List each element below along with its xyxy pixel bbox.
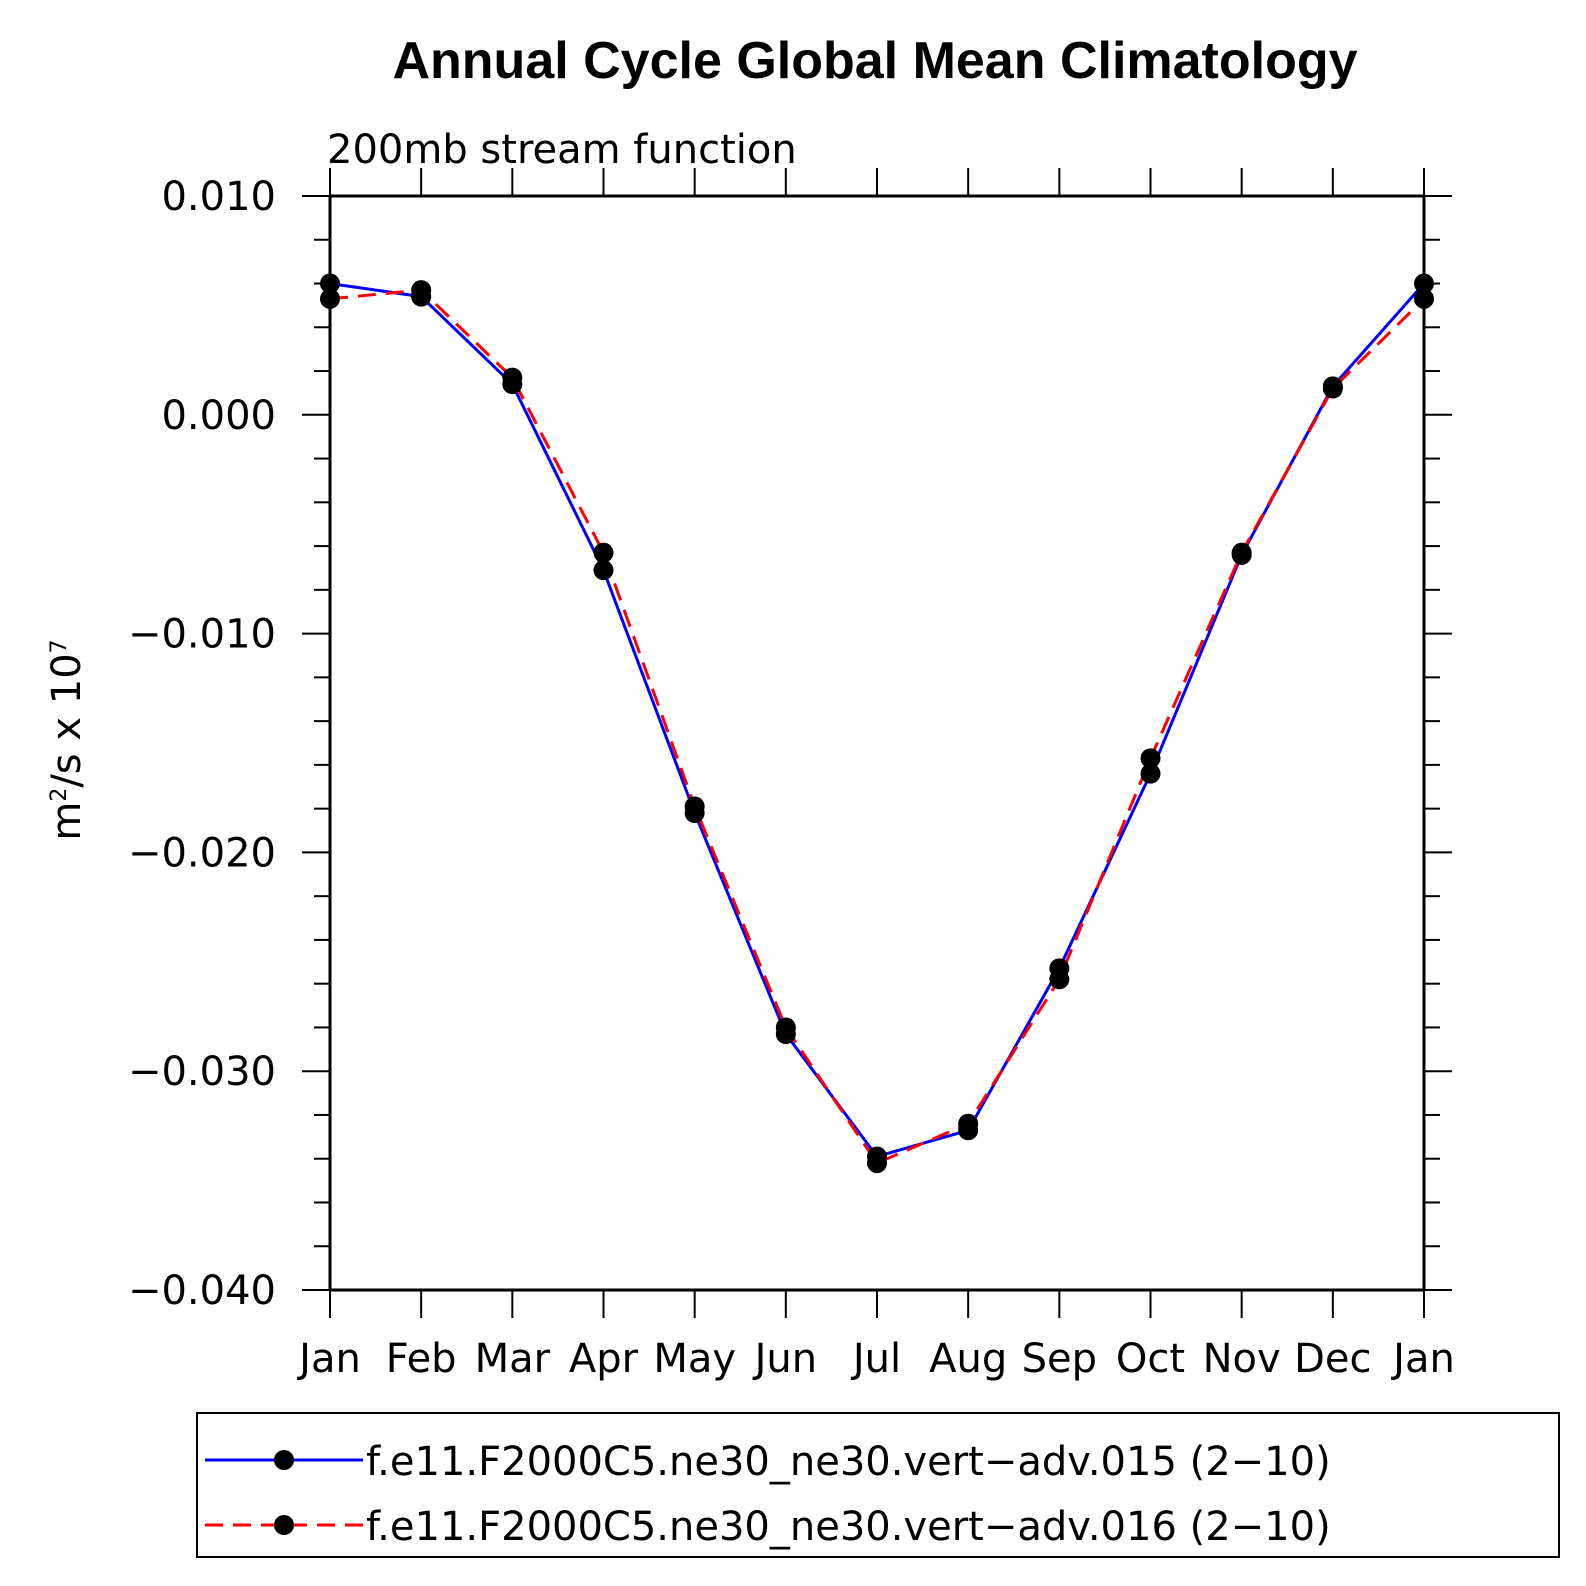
data-point-series-1 [1140,763,1161,784]
x-tick-label: Feb [386,1336,457,1382]
legend: f.e11.F2000C5.ne30_ne30.vert−adv.015 (2−… [196,1412,1560,1558]
x-tick-label: Dec [1294,1336,1371,1382]
x-tick-label: Aug [929,1336,1007,1382]
series-line-1 [329,282,1426,1159]
series-line-2 [329,288,1426,1165]
data-point-series-2 [320,288,340,309]
data-point-series-2 [1322,378,1343,399]
data-point-series-2 [958,1113,979,1134]
series-layer [320,273,1434,1174]
data-point-series-2 [593,542,614,563]
y-axis-label-base: m [44,802,90,841]
x-tick-label: Jun [752,1336,818,1382]
y-axis-label-exp: 2 [47,788,72,802]
y-axis-label: m2/s x 107 [44,639,90,840]
chart-subtitle: 200mb stream function [327,127,797,173]
x-tick-label: Jul [850,1336,901,1382]
legend-label-1: f.e11.F2000C5.ne30_ne30.vert−adv.015 (2−… [366,1439,1331,1485]
data-point-series-2 [867,1153,887,1174]
legend-marker-2 [274,1515,294,1535]
data-point-series-1 [1414,273,1434,294]
y-tick-label: −0.030 [128,1049,276,1095]
axes [302,168,1452,1318]
x-tick-label: Mar [475,1336,551,1382]
data-point-series-2 [1140,748,1161,769]
data-point-series-2 [775,1017,796,1038]
x-tick-label: Jan [296,1336,361,1382]
x-tick-label: Jan [1390,1336,1455,1382]
y-tick-label: 0.000 [161,393,276,439]
data-point-series-1 [320,273,340,294]
x-tick-label: Sep [1022,1336,1097,1382]
y-tick-labels: 0.010 0.000 −0.010 −0.020 −0.030 −0.040 [128,174,276,1314]
x-tick-label: Oct [1116,1336,1185,1382]
data-point-series-1 [593,560,614,581]
legend-label-2: f.e11.F2000C5.ne30_ne30.vert−adv.016 (2−… [366,1504,1331,1550]
data-point-series-2 [1231,542,1252,563]
y-tick-label: −0.040 [128,1268,276,1314]
x-tick-label: May [653,1336,736,1382]
data-point-series-2 [502,367,523,388]
y-tick-label: −0.010 [128,612,276,658]
legend-marker-1 [274,1450,294,1470]
x-tick-label: Apr [569,1336,639,1382]
y-axis-label-exp2: 7 [47,639,72,653]
data-point-series-2 [411,280,432,301]
y-axis-label-mid: /s x 10 [44,653,90,787]
y-tick-label: 0.010 [161,174,276,220]
chart-title: Annual Cycle Global Mean Climatology [392,32,1357,90]
data-point-series-2 [1414,288,1434,309]
y-tick-label: −0.020 [128,830,276,876]
x-tick-label: Nov [1203,1336,1281,1382]
legend-box [196,1412,1560,1558]
data-point-series-2 [1049,969,1070,990]
data-point-series-2 [684,796,705,817]
x-tick-labels: Jan Feb Mar Apr May Jun Jul Aug Sep Oct Nov Dec Jan [296,1336,1455,1382]
